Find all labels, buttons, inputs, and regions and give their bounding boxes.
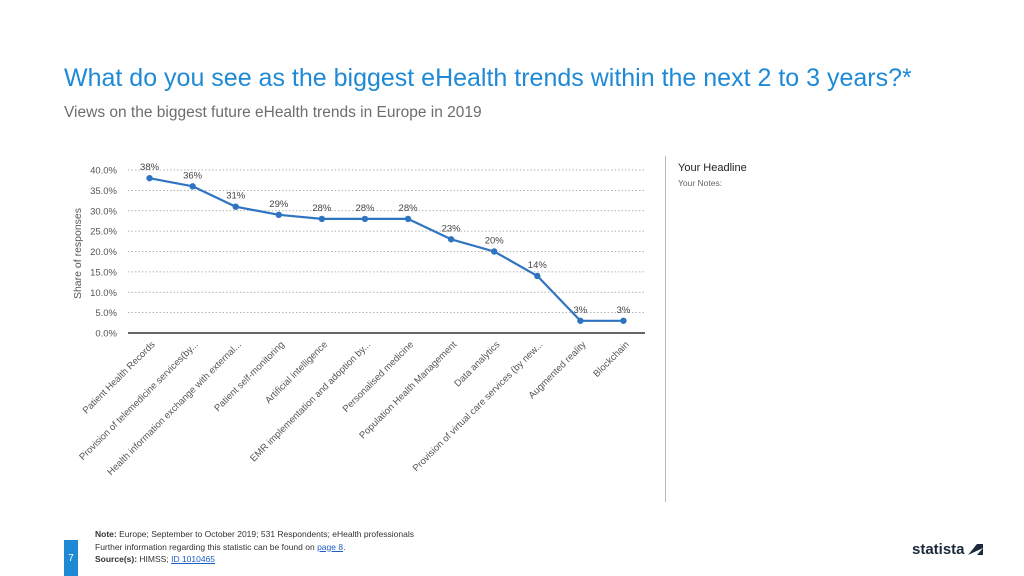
sidebar-notes: Your Notes: (678, 178, 723, 188)
page-number-badge: 7 (64, 540, 78, 576)
data-label: 36% (183, 170, 203, 181)
x-tick-label: Personalised medicine (341, 339, 416, 414)
y-tick-label: 40.0% (90, 166, 117, 177)
data-point (491, 248, 498, 255)
source-text: HIMSS; (139, 554, 169, 564)
data-label: 28% (399, 203, 419, 214)
x-tick-label: Blockchain (591, 339, 631, 379)
footer-further-info-line: Further information regarding this stati… (95, 541, 414, 554)
y-tick-label: 5.0% (95, 308, 117, 319)
x-tick-label: Patient Health Records (81, 339, 158, 416)
data-point (577, 317, 584, 324)
note-text: Europe; September to October 2019; 531 R… (119, 529, 414, 539)
data-label: 28% (312, 203, 332, 214)
y-tick-label: 25.0% (90, 227, 117, 238)
data-point (189, 183, 196, 190)
data-point (620, 317, 627, 324)
chart-title: What do you see as the biggest eHealth t… (64, 64, 912, 92)
y-tick-label: 35.0% (90, 186, 117, 197)
statista-logo-icon (967, 544, 983, 555)
data-point (146, 174, 153, 182)
y-tick-label: 30.0% (90, 206, 117, 217)
page-link[interactable]: page 8 (317, 541, 344, 552)
footer-note-line: Note: Europe; September to October 2019;… (95, 528, 414, 541)
y-tick-label: 0.0% (95, 329, 117, 340)
data-label: 29% (269, 199, 289, 210)
logo-text: statista (912, 541, 965, 558)
data-label: 20% (485, 236, 505, 247)
footer: Note: Europe; September to October 2019;… (95, 528, 414, 566)
data-label: 23% (442, 223, 462, 234)
data-point (404, 215, 412, 223)
data-point (318, 215, 326, 223)
data-point (447, 236, 455, 243)
chart-subtitle: Views on the biggest future eHealth tren… (64, 104, 482, 121)
data-label: 14% (528, 260, 548, 271)
y-tick-label: 15.0% (90, 267, 117, 278)
data-point (232, 203, 239, 210)
statista-logo: statista (912, 541, 983, 558)
data-label: 28% (355, 203, 375, 214)
sidebar-headline: Your Headline (678, 162, 747, 174)
data-point (275, 211, 282, 219)
source-id-link[interactable]: ID 1010465 (171, 554, 216, 564)
sidebar-divider (665, 156, 666, 502)
y-tick-label: 10.0% (90, 288, 117, 299)
data-label: 31% (226, 191, 246, 202)
note-label: Note: (95, 529, 117, 539)
y-axis-title: Share of responses (72, 208, 84, 299)
series-line (149, 177, 624, 322)
data-label: 3% (617, 305, 631, 316)
source-label: Source(s): (95, 554, 138, 564)
footer-source-line: Source(s): HIMSS; ID 1010465 (95, 553, 414, 566)
data-label: 3% (574, 305, 588, 316)
further-info-text: Further information regarding this stati… (95, 541, 315, 552)
line-chart: 0.0% 5.0% 10.0% 15.0% 20.0% 25.0% 30.0% 35.0% 40… (72, 162, 645, 478)
further-info-end: . (343, 541, 346, 552)
y-tick-label: 20.0% (90, 247, 117, 258)
data-point (534, 272, 541, 280)
data-label: 38% (140, 162, 160, 173)
data-point (361, 215, 369, 223)
